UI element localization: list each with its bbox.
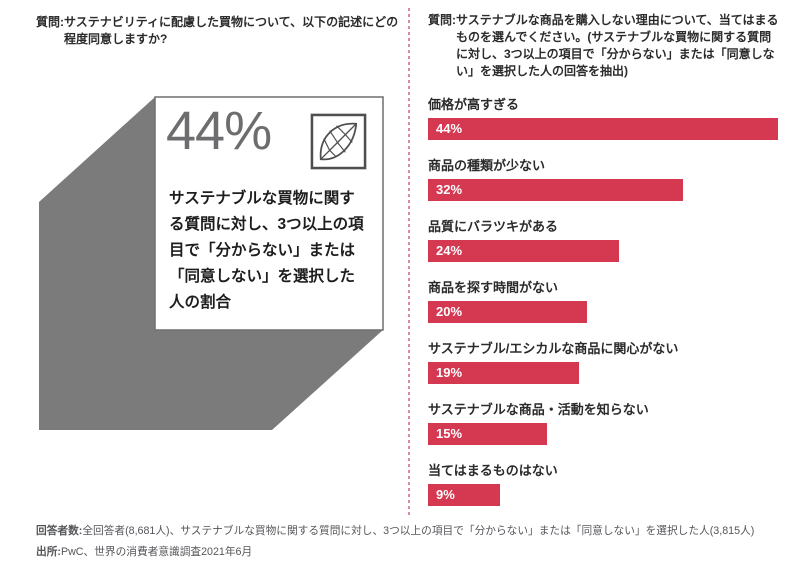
bar-track: 20% (428, 301, 778, 323)
right-question: 質問: サステナブルな商品を購入しない理由について、当てはまるものを選んでくださ… (428, 12, 782, 80)
bar-track: 19% (428, 362, 778, 384)
bar-category-label: サステナブルな商品・活動を知らない (428, 402, 649, 417)
source-text: PwC、世界の消費者意識調査2021年6月 (60, 546, 253, 558)
bar-category-label: 価格が高すぎる (428, 97, 520, 112)
bar-track: 9% (428, 484, 778, 506)
bar: 15% (428, 423, 548, 445)
bar-value-label: 32% (436, 182, 463, 197)
cube-graphic (39, 96, 384, 430)
divider-dashed-line (408, 8, 410, 516)
leaf-icon (309, 112, 368, 171)
respondents-label: 回答者数: (36, 525, 83, 537)
bar-group: 当てはまるものはない 9% (428, 463, 778, 506)
bar-value-label: 15% (436, 426, 463, 441)
bar-value-label: 24% (436, 243, 463, 258)
bar-track: 44% (428, 118, 778, 140)
cube-side-faces (39, 97, 383, 430)
bar-category-label: 商品の種類が少ない (428, 158, 546, 173)
bar: 32% (428, 179, 683, 201)
bar-value-label: 9% (436, 487, 455, 502)
bar-chart: 価格が高すぎる 44% 商品の種類が少ない 32% 品質にバラツキがある 24%… (428, 97, 778, 524)
bar-group: 商品を探す時間がない 20% (428, 280, 778, 323)
question-text: サステナビリティに配慮した買物について、以下の記述にどの程度同意しますか? (64, 15, 399, 46)
bar-group: 商品の種類が少ない 32% (428, 158, 778, 201)
respondents-text: 全回答者(8,681人)、サステナブルな買物に関する質問に対し、3つ以上の項目で… (82, 525, 755, 537)
bar-track: 15% (428, 423, 778, 445)
footer-notes: 回答者数:全回答者(8,681人)、サステナブルな買物に関する質問に対し、3つ以… (36, 524, 796, 566)
bar-group: サステナブルな商品・活動を知らない 15% (428, 402, 778, 445)
bar-group: 品質にバラツキがある 24% (428, 219, 778, 262)
bar: 9% (428, 484, 500, 506)
stat-description: サステナブルな買物に関する質問に対し、3つ以上の項目で「分からない」または「同意… (169, 190, 364, 311)
question-text: サステナブルな商品を購入しない理由について、当てはまるものを選んでください。(サ… (456, 13, 779, 78)
bar-track: 24% (428, 240, 778, 262)
bar-category-label: 当てはまるものはない (428, 463, 558, 478)
bar-value-label: 44% (436, 121, 463, 136)
bar-category-label: サステナブル/エシカルな商品に関心がない (428, 341, 679, 356)
bar-category-label: 品質にバラツキがある (428, 219, 559, 234)
question-label: 質問: (36, 15, 64, 29)
source-note: 出所:PwC、世界の消費者意識調査2021年6月 (36, 545, 796, 560)
question-label: 質問: (428, 13, 456, 27)
bar-track: 32% (428, 179, 778, 201)
bar: 19% (428, 362, 580, 384)
bar-category-label: 商品を探す時間がない (428, 280, 559, 295)
bar-value-label: 20% (436, 304, 463, 319)
stat-value: 44% (166, 101, 272, 161)
respondents-note: 回答者数:全回答者(8,681人)、サステナブルな買物に関する質問に対し、3つ以… (36, 524, 796, 539)
bar-group: サステナブル/エシカルな商品に関心がない 19% (428, 341, 778, 384)
left-question: 質問: サステナビリティに配慮した買物について、以下の記述にどの程度同意しますか… (36, 14, 408, 48)
bar-group: 価格が高すぎる 44% (428, 97, 778, 140)
bar-value-label: 19% (436, 365, 463, 380)
source-label: 出所: (36, 546, 61, 558)
bar: 20% (428, 301, 588, 323)
bar: 44% (428, 118, 778, 140)
bar: 24% (428, 240, 619, 262)
